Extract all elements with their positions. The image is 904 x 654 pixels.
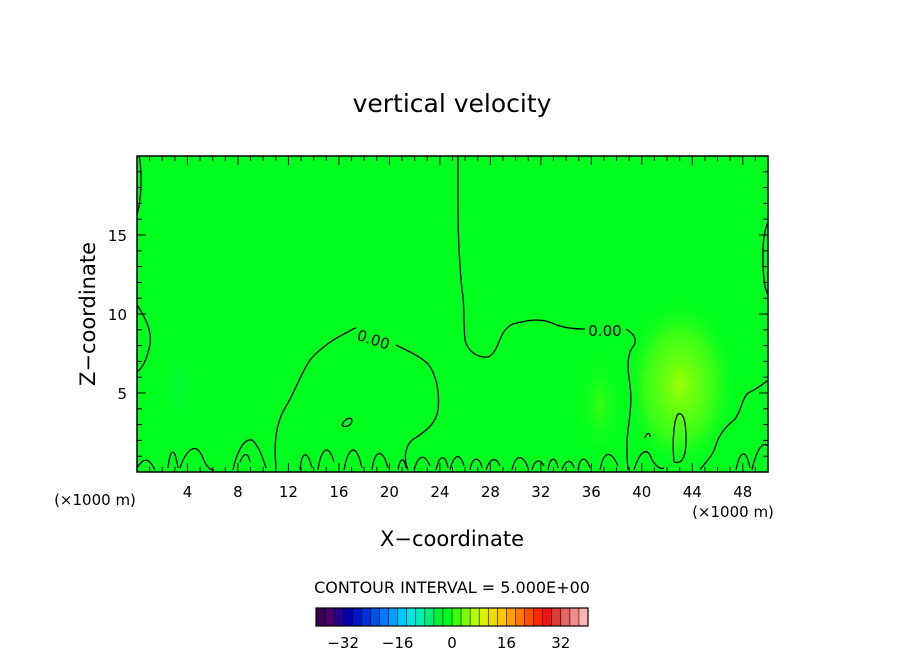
colorbar-swatch	[397, 608, 407, 626]
colorbar-swatch	[542, 608, 553, 626]
x-tick-label: 36	[582, 483, 601, 501]
x-tick-label: 12	[279, 483, 298, 501]
x-tick-label: 16	[329, 483, 348, 501]
colorbar-swatch	[370, 608, 380, 626]
colorbar-swatch	[569, 608, 580, 626]
x-tick-label: 4	[183, 483, 193, 501]
contour-label-2: 0.00	[588, 322, 621, 340]
colorbar-swatch	[560, 608, 571, 626]
colorbar-swatch	[551, 608, 562, 626]
colorbar-swatch	[515, 608, 525, 626]
colorbar-frame	[315, 607, 589, 627]
colorbar-swatch	[406, 608, 417, 626]
colorbar-swatch	[415, 608, 426, 626]
contour-right-edge	[699, 379, 768, 471]
x-tick-label: 48	[733, 483, 752, 501]
colorbar-tick-label: 0	[447, 634, 457, 652]
colorbar-swatch	[325, 608, 335, 626]
contour-interval-text: CONTOUR INTERVAL = 5.000E+00	[314, 578, 590, 597]
colorbar-tick-label: −32	[327, 634, 359, 652]
colorbar-swatch	[497, 608, 507, 626]
x-tick-label: 24	[430, 483, 449, 501]
colorbar-swatch	[433, 608, 444, 626]
x-tick-label: 44	[683, 483, 702, 501]
colorbar-swatch	[470, 608, 480, 626]
colorbar-tick-labels: −32 −16 0 16 32	[327, 634, 570, 652]
warm-anomaly-secondary	[572, 345, 628, 465]
x-tick-label: 40	[632, 483, 651, 501]
contour-central-column	[457, 156, 586, 358]
plot-area: 0.00 0.00	[137, 156, 768, 472]
x-tick-label: 28	[481, 483, 500, 501]
x-tick-label: 32	[531, 483, 550, 501]
colorbar-swatch	[388, 608, 398, 626]
colorbar-swatch	[461, 608, 471, 626]
colorbar-swatch	[334, 608, 344, 626]
colorbar-swatch	[316, 608, 326, 626]
colorbar-tick-label: −16	[382, 634, 414, 652]
contour-left-edge-top	[137, 156, 142, 216]
y-axis-label: Z−coordinate	[76, 242, 100, 386]
chart-title: vertical velocity	[353, 89, 552, 118]
colorbar	[315, 607, 589, 627]
contour-mid-dome-right	[395, 344, 440, 471]
contour-bump-b	[644, 432, 651, 439]
contour-ground-wiggles	[137, 439, 768, 471]
x-unit-label-right: (×1000 m)	[692, 503, 774, 521]
colorbar-swatch	[352, 608, 362, 626]
cool-anomaly-left	[158, 335, 202, 435]
contour-bump-a	[341, 417, 353, 428]
contour-right-arch	[625, 328, 636, 471]
colorbar-swatch	[578, 608, 589, 626]
colorbar-swatch	[524, 608, 534, 626]
colorbar-swatch	[379, 608, 389, 626]
y-axis-ticks	[137, 171, 768, 457]
colorbar-swatch	[506, 608, 516, 626]
contour-label-bg-2	[585, 321, 625, 338]
y-tick-label: 15	[108, 227, 127, 245]
y-tick-label: 10	[108, 306, 127, 324]
colorbar-tick-label: 16	[497, 634, 516, 652]
y-tick-label: 5	[117, 385, 127, 403]
x-axis-tick-labels: 4 8 12 16 20 24 28 32 36 40 44 48	[183, 483, 753, 501]
colorbar-swatch	[361, 608, 371, 626]
colorbar-swatch	[533, 608, 543, 626]
x-unit-label-left: (×1000 m)	[54, 491, 136, 509]
contour-mid-dome	[274, 327, 363, 469]
x-tick-label: 8	[233, 483, 243, 501]
x-axis-label: X−coordinate	[380, 527, 524, 551]
contour-left-edge	[137, 304, 152, 373]
colorbar-swatch	[479, 608, 489, 626]
contour-label-bg-1	[352, 323, 396, 353]
zero-contours	[137, 156, 768, 471]
colorbar-tick-label: 32	[551, 634, 570, 652]
colorbar-swatch	[343, 608, 353, 626]
contour-right-edge-top	[762, 221, 768, 296]
contour-plume	[672, 413, 687, 464]
x-tick-label: 20	[380, 483, 399, 501]
colorbar-swatch	[452, 608, 462, 626]
x-axis-ticks	[149, 156, 756, 472]
colorbar-swatch	[488, 608, 498, 626]
warm-anomaly-main	[622, 295, 738, 472]
colorbar-swatch	[442, 608, 453, 626]
colorbar-swatch	[424, 608, 435, 626]
y-axis-tick-labels: 5 10 15	[108, 227, 127, 403]
